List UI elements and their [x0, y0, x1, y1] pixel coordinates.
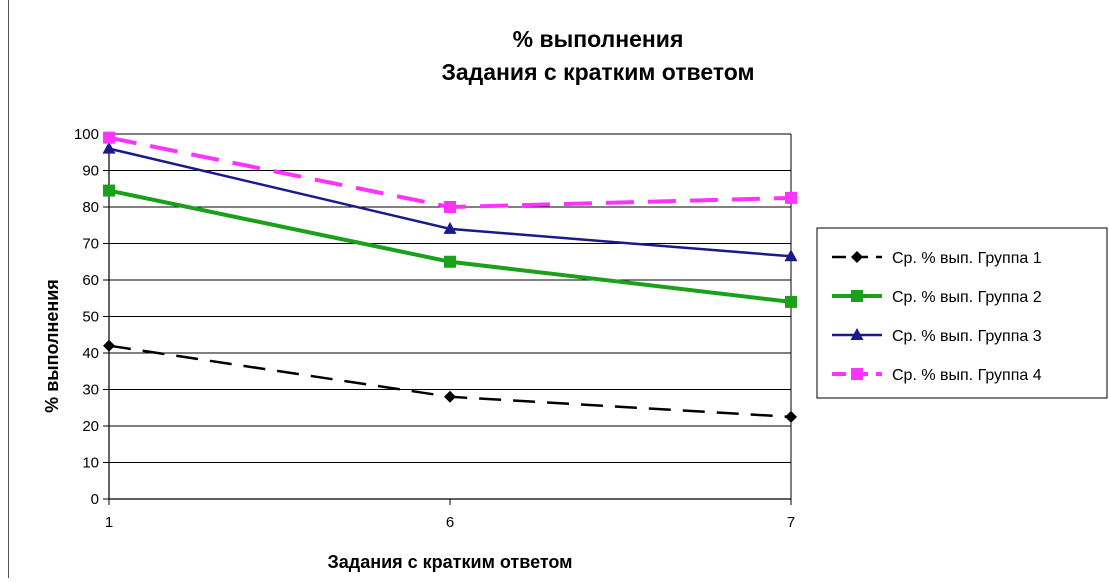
series-1-line: [108, 344, 792, 419]
legend-swatch-marker-1: [851, 251, 863, 263]
plot-area: 0 10 20 30 40 50 60 70 80 90 100 1 6 7: [74, 126, 798, 531]
series-4-point-7: [785, 191, 797, 204]
series-2-point-1: [103, 184, 115, 197]
series-3: [102, 141, 798, 262]
legend-swatch-marker-3: [850, 328, 864, 340]
series-3-point-7: [784, 249, 798, 262]
y-tick-label-0: 0: [91, 491, 99, 508]
x-tick-label-1: 1: [105, 514, 113, 531]
legend-label-2: Ср. % вып. Группа 2: [892, 289, 1042, 306]
series-1: [103, 339, 797, 423]
series-4-point-1: [103, 131, 115, 144]
series-3-point-1: [102, 141, 116, 154]
chart-subtitle: Задания с кратким ответом: [441, 59, 754, 85]
y-tick-label-90: 90: [82, 163, 99, 180]
legend-label-4: Ср. % вып. Группа 4: [892, 367, 1042, 384]
series-1-point-1: [103, 339, 115, 352]
series-3-point-6: [443, 221, 457, 234]
legend-entry-3: Ср. % вып. Группа 3: [832, 328, 1042, 345]
y-tick-label-50: 50: [82, 309, 99, 326]
y-tick-label-60: 60: [82, 272, 99, 289]
left-border-line: [8, 0, 9, 578]
legend-entry-1: Ср. % вып. Группа 1: [832, 250, 1042, 267]
series-1-point-6: [444, 390, 456, 403]
x-tick-label-7: 7: [787, 514, 795, 531]
y-tick-label-70: 70: [82, 236, 99, 253]
legend-entry-2: Ср. % вып. Группа 2: [832, 289, 1042, 306]
legend: Ср. % вып. Группа 1 Ср. % вып. Группа 2 Ср…: [816, 227, 1108, 399]
y-tick-label-80: 80: [82, 199, 99, 216]
x-axis-label: Задания с кратким ответом: [327, 552, 572, 572]
series-2: [103, 184, 797, 308]
y-tick-label-30: 30: [82, 382, 99, 399]
series-1-point-7: [785, 410, 797, 423]
chart-title: % выполнения: [513, 26, 684, 52]
legend-label-1: Ср. % вып. Группа 1: [892, 250, 1042, 267]
y-tick-label-20: 20: [82, 418, 99, 435]
legend-swatch-marker-2: [851, 290, 863, 302]
y-tick-label-100: 100: [74, 126, 99, 143]
y-tick-label-10: 10: [82, 455, 99, 472]
legend-swatch-marker-4: [851, 368, 863, 380]
series-4: [103, 131, 797, 213]
series-4-point-6: [444, 201, 456, 213]
legend-entry-4: Ср. % вып. Группа 4: [832, 367, 1042, 384]
series-2-point-6: [444, 255, 456, 268]
x-tick-label-6: 6: [446, 514, 454, 531]
series-2-point-7: [785, 295, 797, 308]
legend-label-3: Ср. % вып. Группа 3: [892, 328, 1042, 345]
y-axis-label: % выполнения: [42, 279, 62, 413]
y-tick-label-40: 40: [82, 345, 99, 362]
